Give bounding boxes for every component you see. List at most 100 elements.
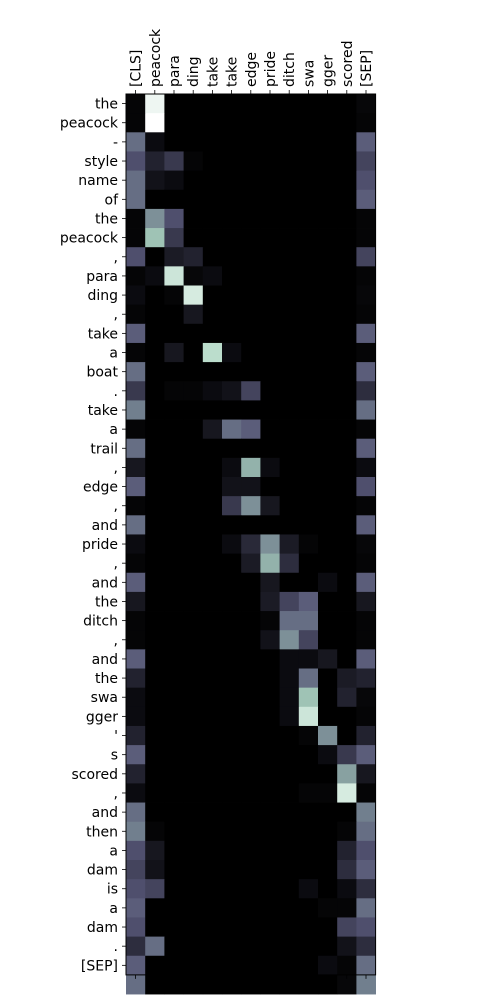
heatmap-cell [299, 439, 319, 459]
heatmap-cell [337, 343, 357, 363]
heatmap-cell [184, 400, 204, 420]
heatmap-cell [145, 649, 165, 669]
heatmap-cell [145, 496, 165, 516]
heatmap-cell [337, 362, 357, 382]
heatmap-cell [126, 113, 146, 133]
heatmap-cell [337, 841, 357, 861]
heatmap-cell [222, 400, 242, 420]
heatmap-cell [318, 534, 338, 554]
heatmap-cell [241, 190, 261, 210]
heatmap-cell [260, 898, 280, 918]
heatmap-cell [203, 151, 223, 171]
heatmap-cell [280, 400, 300, 420]
heatmap-cell [318, 554, 338, 574]
heatmap-cell [222, 860, 242, 880]
heatmap-cell [337, 879, 357, 899]
heatmap-cell [241, 477, 261, 497]
heatmap-cell [318, 917, 338, 937]
heatmap-cell [126, 324, 146, 344]
heatmap-cell [164, 783, 184, 803]
heatmap-cell [126, 611, 146, 631]
y-tick-label: pride [82, 537, 118, 553]
heatmap-cell [126, 860, 146, 880]
heatmap-cell [184, 783, 204, 803]
heatmap-cell [203, 247, 223, 267]
heatmap-cell [164, 190, 184, 210]
heatmap-cell [318, 745, 338, 765]
heatmap-cell [145, 611, 165, 631]
y-tick-label: , [114, 556, 118, 572]
heatmap-cell [203, 496, 223, 516]
heatmap-cell [164, 649, 184, 669]
heatmap-cell [260, 94, 280, 114]
heatmap-cell [145, 534, 165, 554]
heatmap-cell [126, 94, 146, 114]
heatmap-cell [299, 151, 319, 171]
heatmap-cell [241, 515, 261, 535]
heatmap-cell [337, 669, 357, 689]
heatmap-cell [337, 611, 357, 631]
heatmap-cell [241, 496, 261, 516]
heatmap-cell [164, 611, 184, 631]
heatmap-cell [356, 534, 376, 554]
heatmap-cell [260, 190, 280, 210]
heatmap-cell [164, 937, 184, 957]
heatmap-cell [222, 190, 242, 210]
heatmap-cell [145, 898, 165, 918]
heatmap-cell [222, 286, 242, 306]
heatmap-cell [222, 688, 242, 708]
heatmap-cell [280, 381, 300, 401]
heatmap-cell [356, 190, 376, 210]
heatmap-cell [299, 343, 319, 363]
heatmap-cell [356, 94, 376, 114]
heatmap-cell [145, 400, 165, 420]
heatmap-cell [318, 247, 338, 267]
heatmap-cell [184, 477, 204, 497]
heatmap-cell [356, 343, 376, 363]
heatmap-cell [164, 132, 184, 152]
heatmap-cell [337, 247, 357, 267]
y-tick-label: name [78, 173, 118, 189]
heatmap-cell [203, 630, 223, 650]
heatmap-cell [203, 190, 223, 210]
heatmap-cell [145, 171, 165, 191]
heatmap-cell [356, 611, 376, 631]
heatmap-cell [356, 228, 376, 248]
heatmap-cell [260, 113, 280, 133]
y-tick-label: para [86, 269, 118, 285]
heatmap-cell [203, 477, 223, 497]
heatmap-cell [337, 783, 357, 803]
heatmap-cell [203, 228, 223, 248]
heatmap-cell [126, 420, 146, 440]
y-tick-label: trail [90, 441, 118, 457]
heatmap-cell [164, 420, 184, 440]
heatmap-cell [241, 324, 261, 344]
heatmap-cell [222, 420, 242, 440]
heatmap-cell [222, 458, 242, 478]
heatmap-cell [126, 439, 146, 459]
x-axis-tick-labels: [CLS] peacock para ding take take edge pride dit… [129, 28, 375, 87]
heatmap-cell [318, 439, 338, 459]
heatmap-cell [241, 439, 261, 459]
heatmap-cell [164, 458, 184, 478]
heatmap-cell [318, 649, 338, 669]
x-tick-label: ding [186, 56, 202, 87]
heatmap-cell [222, 630, 242, 650]
heatmap-cell [222, 745, 242, 765]
heatmap-cell [280, 305, 300, 325]
heatmap-cell [222, 592, 242, 612]
heatmap-cell [145, 669, 165, 689]
heatmap-cell [299, 841, 319, 861]
heatmap-cell [241, 554, 261, 574]
heatmap-cell [241, 247, 261, 267]
heatmap-cell [260, 400, 280, 420]
x-tick-label: [SEP] [359, 50, 375, 87]
heatmap-cell [241, 956, 261, 976]
heatmap-cell [260, 554, 280, 574]
heatmap-cell [318, 669, 338, 689]
heatmap-cell [241, 132, 261, 152]
heatmap-cell [126, 841, 146, 861]
heatmap-cell [222, 783, 242, 803]
heatmap-cell [126, 822, 146, 842]
heatmap-cell [241, 420, 261, 440]
